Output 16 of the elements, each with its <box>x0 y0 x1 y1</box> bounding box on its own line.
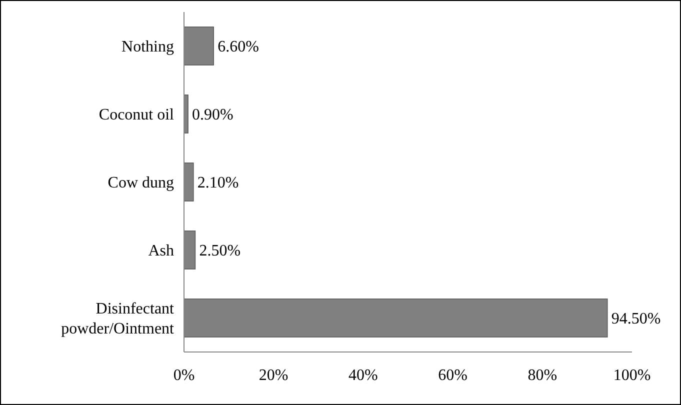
x-tick-label: 80% <box>528 367 558 384</box>
x-tick-label: 100% <box>613 367 651 384</box>
data-label: 2.10% <box>197 174 239 192</box>
x-tick-label: 40% <box>348 367 378 384</box>
y-tick-label: Ash <box>148 242 174 260</box>
x-tick-label: 0% <box>173 367 195 384</box>
y-tick-label: Nothing <box>122 38 174 56</box>
data-label: 2.50% <box>199 242 241 260</box>
data-label: 6.60% <box>218 38 259 56</box>
y-tick-label: Disinfectant powder/Ointment <box>61 300 175 338</box>
y-tick-label: Cow dung <box>108 174 174 192</box>
x-tick-label: 20% <box>258 367 288 384</box>
x-tick-label: 60% <box>438 367 468 384</box>
data-label: 94.50% <box>611 310 661 328</box>
data-label: 0.90% <box>192 106 234 124</box>
y-tick-label: Coconut oil <box>98 106 175 124</box>
